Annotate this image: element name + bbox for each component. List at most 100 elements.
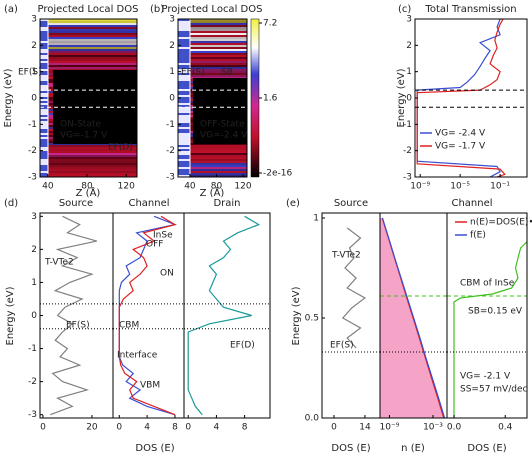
frame — [39, 212, 114, 419]
heatmap-texture — [190, 55, 247, 57]
x-tick-label: 10⁻⁹ — [410, 182, 430, 192]
heatmap-texture — [190, 155, 247, 157]
heatmap-texture — [48, 175, 137, 177]
heatmap-texture — [178, 83, 190, 85]
heatmap-texture — [40, 51, 48, 53]
heatmap-texture — [40, 123, 48, 125]
subplot-title: Channel — [128, 198, 169, 209]
heatmap-texture — [40, 145, 48, 147]
x-tick-label: 10⁻⁹ — [380, 423, 400, 433]
heatmap-texture — [178, 147, 190, 149]
frame — [446, 212, 528, 419]
heatmap-texture — [40, 109, 48, 111]
heatmap-texture — [40, 55, 48, 57]
heatmap-texture — [178, 113, 190, 115]
heatmap-texture — [40, 33, 48, 35]
y-tick-label: 1 — [313, 214, 319, 224]
heatmap-texture — [48, 57, 137, 59]
annotation: ON — [160, 269, 174, 279]
heatmap-texture — [178, 135, 190, 137]
y-tick-label: 2 — [169, 41, 175, 51]
heatmap-texture — [48, 165, 137, 167]
heatmap-texture — [40, 111, 48, 113]
heatmap-texture — [178, 109, 190, 111]
heatmap-texture — [178, 43, 190, 45]
heatmap-texture — [178, 145, 190, 147]
heatmap-texture — [40, 81, 48, 83]
heatmap-texture — [190, 29, 247, 31]
line — [381, 217, 446, 418]
heatmap-texture — [178, 161, 190, 163]
heatmap-texture — [48, 171, 137, 173]
area — [380, 218, 444, 418]
heatmap-texture — [48, 33, 137, 35]
heatmap-texture — [190, 63, 247, 65]
heatmap-texture — [40, 121, 48, 123]
heatmap-texture — [190, 51, 247, 53]
annotation: SS=57 mV/dec — [460, 385, 527, 395]
heatmap-texture — [178, 67, 190, 69]
heatmap-texture — [178, 65, 190, 67]
x-tick-label: 20 — [86, 423, 98, 433]
annotation: EF(D) — [108, 143, 133, 153]
heatmap-texture — [40, 153, 48, 155]
x-tick-label: 8 — [242, 423, 248, 433]
x-tick-label: 80 — [81, 182, 93, 192]
heatmap-texture — [178, 141, 190, 143]
line — [453, 240, 527, 418]
heatmap-texture — [40, 125, 48, 127]
heatmap-texture — [178, 81, 190, 83]
plot-area — [40, 19, 137, 177]
heatmap-texture — [190, 25, 247, 27]
heatmap-texture — [40, 79, 48, 81]
legend-label: VG= -2.4 V — [435, 129, 486, 139]
y-axis-label: Energy (eV) — [5, 286, 16, 345]
heatmap-texture — [48, 47, 137, 49]
heatmap-texture — [178, 103, 190, 105]
heatmap-texture — [40, 77, 48, 79]
heatmap-texture — [178, 33, 190, 35]
heatmap-texture — [178, 63, 190, 65]
plot-area — [447, 240, 527, 418]
y-tick-label: 0 — [31, 94, 37, 104]
heatmap-texture — [178, 23, 190, 25]
heatmap-texture — [48, 167, 137, 169]
heatmap-texture — [40, 37, 48, 39]
heatmap-texture — [40, 85, 48, 87]
x-tick-label: 0 — [331, 423, 337, 433]
heatmap-texture — [178, 47, 190, 49]
heatmap-texture — [48, 151, 137, 153]
heatmap-texture — [40, 21, 48, 23]
annotation: OFF-State — [200, 120, 245, 130]
heatmap-texture — [40, 149, 48, 151]
heatmap-texture — [178, 169, 190, 171]
heatmap-texture — [190, 161, 247, 163]
heatmap-texture — [178, 87, 190, 89]
y-tick-label: -1 — [166, 120, 175, 130]
heatmap-texture — [40, 135, 48, 137]
colorbar-label: 7.2 — [263, 19, 277, 29]
y-axis-label: Energy (eV) — [3, 68, 14, 127]
x-tick-label: 0 — [116, 423, 122, 433]
heatmap-texture — [178, 153, 190, 155]
heatmap-texture — [48, 157, 137, 159]
heatmap-texture — [40, 161, 48, 163]
x-tick-label: 0.4 — [498, 423, 513, 433]
subplot-title: Source — [334, 198, 368, 209]
heatmap-texture — [190, 149, 247, 151]
y-tick-label: 3 — [406, 15, 412, 25]
heatmap-texture — [178, 49, 190, 51]
heatmap-texture — [48, 27, 137, 29]
heatmap-texture — [40, 117, 48, 119]
heatmap-gap — [193, 78, 247, 144]
heatmap-texture — [40, 115, 48, 117]
heatmap-texture — [40, 157, 48, 159]
heatmap-texture — [40, 143, 48, 145]
subplot-title: Total Transmission — [424, 4, 516, 15]
subplot-title: Projected Local DOS — [162, 4, 263, 15]
heatmap-texture — [48, 61, 137, 63]
heatmap-texture — [178, 131, 190, 133]
heatmap-texture — [48, 29, 137, 31]
heatmap-texture — [40, 113, 48, 115]
